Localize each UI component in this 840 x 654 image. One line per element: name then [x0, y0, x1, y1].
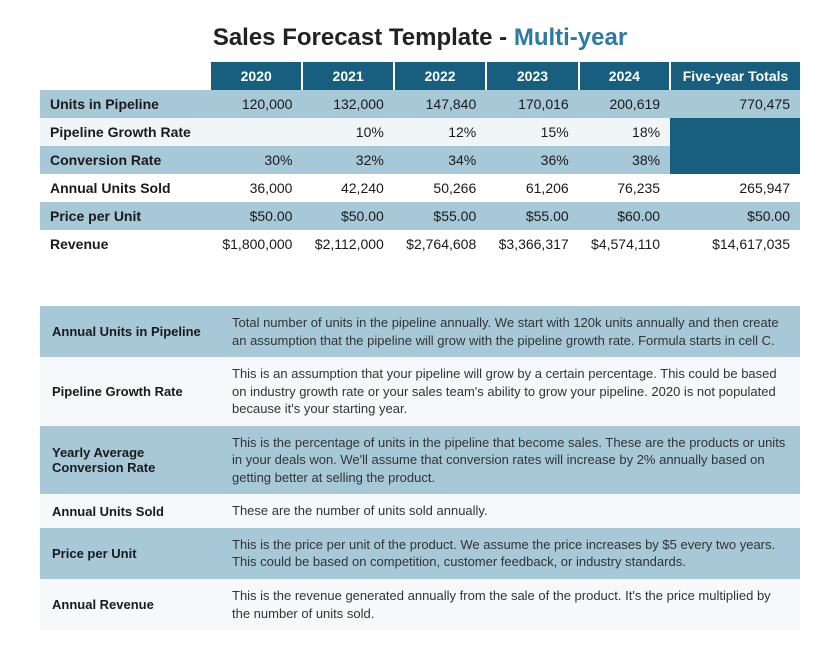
- definition-desc: These are the number of units sold annua…: [220, 494, 800, 528]
- table-row: Conversion Rate30%32%34%36%38%: [40, 146, 800, 174]
- row-label: Units in Pipeline: [40, 90, 210, 118]
- table-cell: 36,000: [210, 174, 302, 202]
- definition-row: Annual Units SoldThese are the number of…: [40, 494, 800, 528]
- row-label: Revenue: [40, 230, 210, 258]
- table-cell: 770,475: [670, 90, 800, 118]
- table-cell: 10%: [302, 118, 393, 146]
- definition-term: Annual Units Sold: [40, 494, 220, 528]
- table-cell: $3,366,317: [486, 230, 578, 258]
- page-title: Sales Forecast Template - Multi-year: [40, 24, 800, 52]
- forecast-header: 2024: [579, 62, 670, 90]
- table-cell: 30%: [210, 146, 302, 174]
- table-cell: 50,266: [394, 174, 486, 202]
- table-cell: 32%: [302, 146, 393, 174]
- title-accent: Multi-year: [514, 24, 627, 51]
- definition-term: Pipeline Growth Rate: [40, 357, 220, 426]
- forecast-header-totals: Five-year Totals: [670, 62, 800, 90]
- forecast-header-blank: [40, 62, 210, 90]
- definition-row: Yearly Average Conversion RateThis is th…: [40, 426, 800, 495]
- table-cell: $4,574,110: [579, 230, 670, 258]
- table-row: Revenue$1,800,000$2,112,000$2,764,608$3,…: [40, 230, 800, 258]
- definition-row: Annual RevenueThis is the revenue genera…: [40, 579, 800, 630]
- forecast-header: 2021: [302, 62, 393, 90]
- table-cell: $55.00: [394, 202, 486, 230]
- table-cell: 76,235: [579, 174, 670, 202]
- table-cell: $50.00: [210, 202, 302, 230]
- table-row: Units in Pipeline120,000132,000147,84017…: [40, 90, 800, 118]
- table-cell: [210, 118, 302, 146]
- forecast-table: 2020 2021 2022 2023 2024 Five-year Total…: [40, 62, 800, 258]
- table-cell: $60.00: [579, 202, 670, 230]
- definition-row: Annual Units in PipelineTotal number of …: [40, 306, 800, 357]
- table-cell: 15%: [486, 118, 578, 146]
- table-cell: 170,016: [486, 90, 578, 118]
- definition-desc: This is the revenue generated annually f…: [220, 579, 800, 630]
- table-cell: 132,000: [302, 90, 393, 118]
- definition-desc: Total number of units in the pipeline an…: [220, 306, 800, 357]
- forecast-header: 2020: [210, 62, 302, 90]
- table-cell: 38%: [579, 146, 670, 174]
- table-cell: 61,206: [486, 174, 578, 202]
- table-row: Price per Unit$50.00$50.00$55.00$55.00$6…: [40, 202, 800, 230]
- definition-desc: This is the percentage of units in the p…: [220, 426, 800, 495]
- table-cell: 147,840: [394, 90, 486, 118]
- table-row: Annual Units Sold36,00042,24050,26661,20…: [40, 174, 800, 202]
- forecast-header: 2022: [394, 62, 486, 90]
- table-cell: $2,764,608: [394, 230, 486, 258]
- definitions-table: Annual Units in PipelineTotal number of …: [40, 306, 800, 630]
- row-label: Annual Units Sold: [40, 174, 210, 202]
- table-cell: 265,947: [670, 174, 800, 202]
- table-cell: $55.00: [486, 202, 578, 230]
- definition-desc: This is the price per unit of the produc…: [220, 528, 800, 579]
- table-cell: 12%: [394, 118, 486, 146]
- forecast-header: 2023: [486, 62, 578, 90]
- table-cell: 42,240: [302, 174, 393, 202]
- table-cell: 200,619: [579, 90, 670, 118]
- definition-row: Pipeline Growth RateThis is an assumptio…: [40, 357, 800, 426]
- definition-term: Price per Unit: [40, 528, 220, 579]
- table-cell: 36%: [486, 146, 578, 174]
- definition-term: Annual Revenue: [40, 579, 220, 630]
- table-cell: $2,112,000: [302, 230, 393, 258]
- table-cell: $14,617,035: [670, 230, 800, 258]
- definition-row: Price per UnitThis is the price per unit…: [40, 528, 800, 579]
- definition-term: Annual Units in Pipeline: [40, 306, 220, 357]
- row-label: Conversion Rate: [40, 146, 210, 174]
- title-prefix: Sales Forecast Template -: [213, 24, 514, 51]
- table-cell: 120,000: [210, 90, 302, 118]
- forecast-header-row: 2020 2021 2022 2023 2024 Five-year Total…: [40, 62, 800, 90]
- table-cell: [670, 146, 800, 174]
- table-cell: 34%: [394, 146, 486, 174]
- definition-term: Yearly Average Conversion Rate: [40, 426, 220, 495]
- table-cell: 18%: [579, 118, 670, 146]
- table-row: Pipeline Growth Rate 10%12%15%18%: [40, 118, 800, 146]
- table-cell: [670, 118, 800, 146]
- row-label: Pipeline Growth Rate: [40, 118, 210, 146]
- table-cell: $50.00: [302, 202, 393, 230]
- definition-desc: This is an assumption that your pipeline…: [220, 357, 800, 426]
- row-label: Price per Unit: [40, 202, 210, 230]
- table-cell: $1,800,000: [210, 230, 302, 258]
- table-cell: $50.00: [670, 202, 800, 230]
